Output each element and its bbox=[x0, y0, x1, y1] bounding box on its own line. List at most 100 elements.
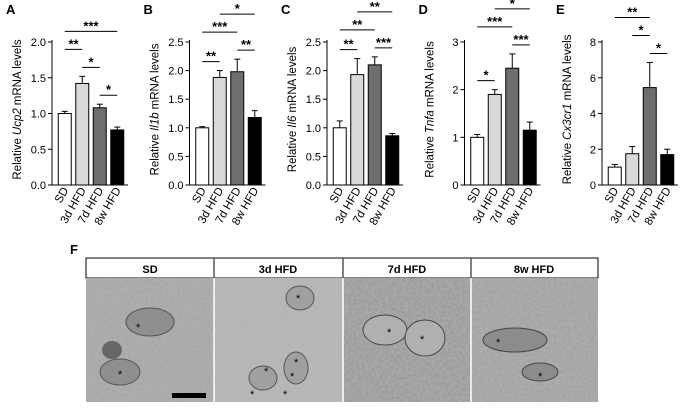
y-tick-label: 4 bbox=[590, 109, 596, 121]
significance-label: * bbox=[88, 54, 94, 69]
bar bbox=[522, 129, 537, 186]
y-tick-label: 2 bbox=[590, 144, 596, 156]
y-tick-label: 2.0 bbox=[168, 66, 183, 78]
significance-label: ** bbox=[370, 0, 381, 14]
y-tick-label: 0.5 bbox=[306, 151, 321, 163]
y-tick-label: 8 bbox=[590, 37, 596, 49]
bar bbox=[505, 67, 520, 186]
y-axis-label-part: mRNA levels bbox=[150, 43, 162, 109]
y-tick-label: 0 bbox=[452, 180, 458, 192]
bar bbox=[57, 113, 72, 186]
bar bbox=[350, 74, 365, 186]
y-tick-label: 1.0 bbox=[31, 109, 46, 121]
marker: * bbox=[118, 369, 123, 381]
y-tick-label: 3 bbox=[452, 37, 458, 49]
marker: * bbox=[290, 371, 295, 383]
bar bbox=[75, 82, 90, 186]
significance-label: ** bbox=[206, 49, 217, 64]
image-3d bbox=[214, 278, 343, 402]
marker: * bbox=[136, 322, 141, 334]
organelle bbox=[362, 314, 408, 346]
bar bbox=[92, 107, 107, 186]
image-8w bbox=[471, 278, 598, 402]
panel-letter: F bbox=[70, 242, 78, 257]
marker: * bbox=[250, 389, 255, 401]
organelle bbox=[283, 351, 309, 385]
y-tick-label: 1.0 bbox=[306, 123, 321, 135]
y-axis-label: Relative Tnfa mRNA levels bbox=[425, 41, 437, 178]
y-axis-label-part: Tnfa bbox=[425, 110, 437, 133]
y-tick-label: 6 bbox=[590, 73, 596, 85]
headers: SD 3d HFD 7d HFD 8w HFD bbox=[142, 264, 554, 276]
organelle bbox=[125, 307, 175, 337]
y-tick-label: 1.5 bbox=[306, 94, 321, 106]
y-axis-label-part: Il1b bbox=[150, 112, 162, 131]
marker: * bbox=[420, 334, 425, 346]
bar bbox=[230, 71, 245, 186]
organelle bbox=[404, 319, 446, 357]
organelle bbox=[482, 327, 548, 353]
image-title: 8w HFD bbox=[514, 264, 554, 276]
chart: C Relative Il6 mRNA levels 0.0 0.5 1.0 1.5 2.0 2.… bbox=[281, 0, 403, 227]
texture bbox=[214, 278, 343, 402]
y-axis-label: Relative Cx3cr1 mRNA levels bbox=[562, 34, 574, 184]
panel-letter: C bbox=[281, 2, 291, 17]
texture bbox=[86, 278, 214, 402]
y-tick-label: 1.5 bbox=[168, 94, 183, 106]
significance-label: ** bbox=[627, 5, 638, 20]
marker: * bbox=[264, 366, 269, 378]
bar bbox=[487, 93, 502, 186]
bar bbox=[367, 64, 382, 186]
y-axis-label-part: Relative bbox=[150, 134, 162, 176]
y-tick-label: 0.0 bbox=[168, 180, 183, 192]
bar bbox=[625, 153, 640, 186]
image-title: 3d HFD bbox=[259, 264, 298, 276]
y-tick-label: 1 bbox=[452, 132, 458, 144]
micrograph-panel: F bbox=[70, 242, 599, 402]
y-axis-label-part: Relative bbox=[425, 136, 437, 178]
panel-letter: D bbox=[419, 2, 428, 17]
panel-letter: A bbox=[6, 2, 16, 17]
chart: B Relative Il1b mRNA levels 0.0 0.5 1.0 1.5 2.0 2… bbox=[144, 1, 266, 227]
significance-label: * bbox=[638, 23, 644, 38]
y-axis-label: Relative Il6 mRNA levels bbox=[287, 46, 299, 172]
bar bbox=[642, 87, 657, 186]
y-tick-label: 2.0 bbox=[306, 66, 321, 78]
significance-label: *** bbox=[83, 18, 99, 33]
marker: * bbox=[496, 337, 501, 349]
significance-label: ** bbox=[241, 37, 252, 52]
significance-label: * bbox=[235, 1, 241, 16]
significance-label: *** bbox=[487, 14, 503, 29]
y-tick-label: 0 bbox=[590, 180, 596, 192]
organelle bbox=[248, 365, 278, 391]
organelle bbox=[285, 285, 315, 311]
significance-label: * bbox=[483, 68, 489, 83]
image-sd bbox=[86, 278, 214, 402]
bar bbox=[212, 76, 227, 186]
bar bbox=[247, 117, 262, 186]
y-tick-label: 2.5 bbox=[168, 37, 183, 49]
y-tick-label: 1.0 bbox=[168, 123, 183, 135]
significance-label: ** bbox=[352, 17, 363, 32]
y-tick-label: 1.5 bbox=[31, 73, 46, 85]
organelle bbox=[99, 358, 141, 386]
bar bbox=[607, 166, 622, 186]
significance-label: *** bbox=[513, 32, 529, 47]
y-axis-label: Relative Il1b mRNA levels bbox=[150, 43, 162, 175]
bar bbox=[195, 127, 210, 186]
y-tick-label: 2.0 bbox=[31, 37, 46, 49]
y-tick-label: 0.0 bbox=[306, 180, 321, 192]
image-title: 7d HFD bbox=[388, 264, 427, 276]
y-tick-label: 0.5 bbox=[31, 144, 46, 156]
y-axis-label-part: Ucp2 bbox=[12, 108, 24, 135]
bar bbox=[385, 135, 400, 186]
y-axis-label-part: mRNA levels bbox=[287, 46, 299, 112]
bar bbox=[332, 127, 347, 186]
y-tick-label: 0.5 bbox=[168, 151, 183, 163]
y-axis-label-part: Relative bbox=[12, 138, 24, 180]
y-axis-label-part: Relative bbox=[562, 143, 574, 185]
